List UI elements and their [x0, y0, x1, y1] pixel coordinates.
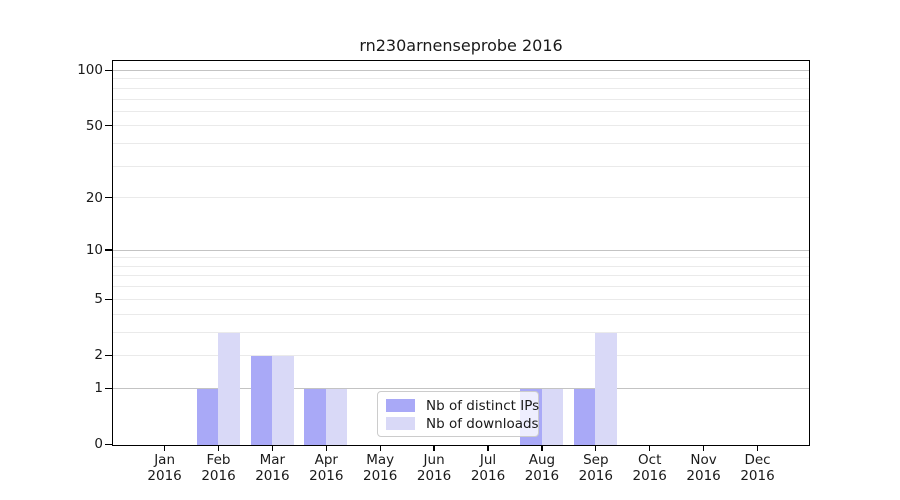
- x-tick-label: Apr 2016: [309, 452, 344, 485]
- plot-area: [112, 60, 810, 446]
- bar-distinct-ips: [250, 355, 272, 445]
- x-tick: [702, 445, 705, 451]
- y-tick: [105, 197, 112, 199]
- bar-distinct-ips: [573, 388, 596, 445]
- gridline-minor: [113, 298, 809, 300]
- x-tick-label: Feb 2016: [201, 452, 236, 485]
- gridline-major: [113, 69, 809, 71]
- x-tick-label: Sep 2016: [578, 452, 613, 485]
- chart-title: rn230arnenseprobe 2016: [359, 36, 563, 55]
- x-tick-label: Jul 2016: [470, 452, 506, 485]
- x-tick: [379, 445, 381, 451]
- gridline-minor: [113, 286, 809, 288]
- legend: Nb of distinct IPs Nb of downloads: [377, 391, 539, 437]
- y-tick: [105, 249, 112, 251]
- bar-downloads: [325, 388, 348, 445]
- gridline-minor: [113, 275, 809, 277]
- gridline-major: [113, 387, 809, 389]
- gridline-minor: [113, 87, 809, 89]
- gridline-minor: [113, 110, 809, 112]
- gridline-minor: [113, 257, 809, 259]
- y-tick: [105, 298, 112, 300]
- x-tick: [487, 445, 489, 451]
- x-tick: [163, 445, 166, 451]
- bar-downloads: [541, 388, 563, 445]
- y-tick-label: 0: [94, 436, 103, 453]
- x-tick: [433, 445, 435, 451]
- legend-swatch-distinct-ips: [386, 399, 415, 412]
- bar-downloads: [595, 332, 617, 445]
- gridline-minor: [113, 98, 809, 100]
- y-tick: [105, 125, 112, 127]
- gridline-minor: [113, 78, 809, 80]
- x-tick-label: Jan 2016: [147, 452, 182, 485]
- x-tick: [649, 445, 651, 451]
- x-tick: [271, 445, 274, 451]
- gridline-minor: [113, 143, 809, 145]
- y-tick: [105, 69, 112, 72]
- x-tick-label: Aug 2016: [524, 452, 560, 485]
- x-tick-label: Oct 2016: [632, 452, 667, 485]
- gridline-minor: [113, 354, 809, 356]
- gridline-minor: [113, 331, 809, 333]
- y-tick-label: 2: [94, 347, 103, 364]
- legend-label-downloads: Nb of downloads: [426, 415, 539, 432]
- gridline-major: [113, 249, 809, 251]
- gridline-minor: [113, 197, 809, 199]
- gridline-minor: [113, 165, 809, 167]
- y-tick-label: 20: [85, 189, 103, 206]
- x-tick: [595, 445, 597, 451]
- gridline-minor: [113, 125, 809, 127]
- x-tick: [217, 445, 220, 451]
- y-tick-label: 1: [94, 380, 103, 397]
- y-tick-label: 100: [77, 62, 103, 79]
- x-tick: [756, 445, 759, 451]
- y-tick-label: 10: [85, 242, 103, 259]
- legend-item-downloads: Nb of downloads: [386, 416, 539, 432]
- x-tick: [541, 445, 543, 451]
- x-tick-label: Mar 2016: [255, 452, 290, 485]
- bar-distinct-ips: [304, 388, 326, 445]
- bar-downloads: [272, 355, 294, 445]
- y-tick: [105, 354, 112, 357]
- x-tick-label: Dec 2016: [740, 452, 775, 485]
- y-tick-label: 50: [85, 117, 103, 134]
- y-tick-label: 5: [94, 291, 103, 308]
- y-tick: [105, 387, 112, 389]
- bar-downloads: [218, 332, 240, 445]
- x-tick-label: Jun 2016: [416, 452, 452, 485]
- gridline-minor: [113, 313, 809, 315]
- x-tick-label: Nov 2016: [686, 452, 721, 485]
- gridline-minor: [113, 265, 809, 267]
- bar-distinct-ips: [196, 388, 219, 445]
- y-tick: [105, 443, 112, 446]
- legend-swatch-downloads: [386, 417, 415, 430]
- legend-item-distinct-ips: Nb of distinct IPs: [386, 398, 539, 414]
- legend-label-distinct-ips: Nb of distinct IPs: [426, 397, 540, 414]
- x-tick: [325, 445, 327, 451]
- x-tick-label: May 2016: [363, 452, 398, 485]
